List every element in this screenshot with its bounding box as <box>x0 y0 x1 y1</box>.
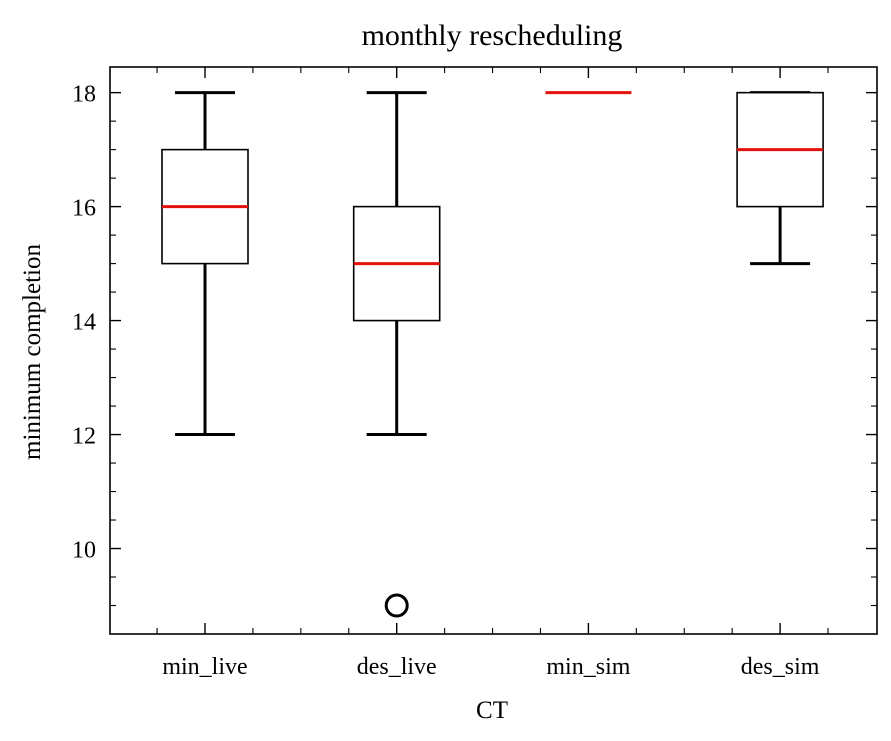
y-tick-label: 16 <box>72 196 96 222</box>
y-tick-label: 14 <box>72 310 96 336</box>
x-tick-label: des_live <box>357 654 437 680</box>
x-tick-label: des_sim <box>741 654 820 680</box>
y-tick-label: 18 <box>72 82 96 108</box>
x-tick-label: min_sim <box>546 654 630 680</box>
y-tick-label: 10 <box>72 538 96 564</box>
y-axis-label: minimum completion <box>19 244 46 460</box>
chart-title: monthly rescheduling <box>362 19 623 52</box>
outlier-point <box>384 593 409 618</box>
x-tick-label: min_live <box>162 654 247 680</box>
x-axis-label: CT <box>476 697 508 724</box>
plot-frame <box>109 66 878 635</box>
y-tick-label: 12 <box>72 424 96 450</box>
plot-area: 10 12 14 16 18 min_live des_live min_sim des_sim <box>72 66 878 680</box>
